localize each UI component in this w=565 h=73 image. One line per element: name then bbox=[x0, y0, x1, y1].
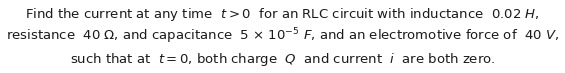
Text: such that at  $t = 0$, both charge  $Q$  and current  $i$  are both zero.: such that at $t = 0$, both charge $Q$ an… bbox=[70, 51, 495, 68]
Text: resistance  40 $\Omega$, and capacitance  5 $\times$ 10$^{-5}$ $F$, and an elect: resistance 40 $\Omega$, and capacitance … bbox=[6, 27, 559, 46]
Text: Find the current at any time  $t > 0$  for an RLC circuit with inductance  0.02 : Find the current at any time $t > 0$ for… bbox=[25, 6, 540, 23]
